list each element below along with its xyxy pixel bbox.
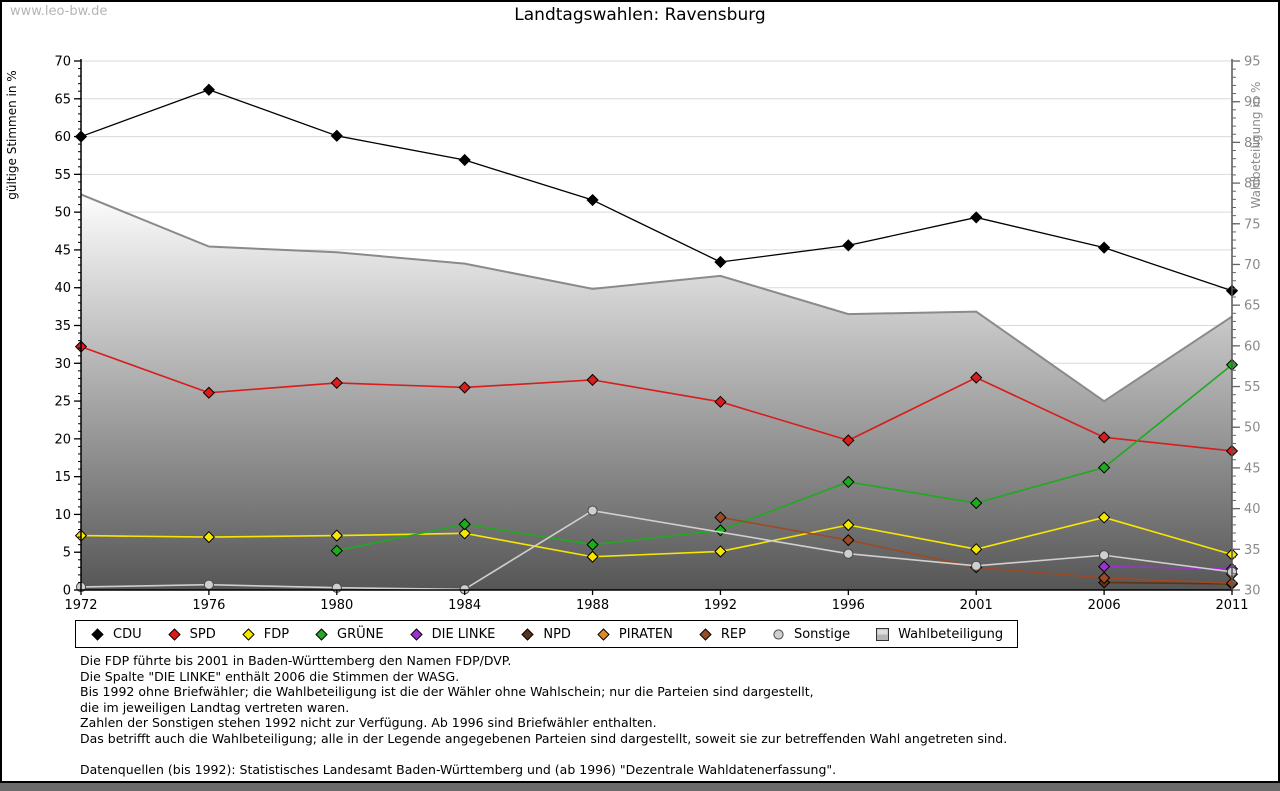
svg-text:10: 10 (54, 508, 71, 523)
svg-text:30: 30 (54, 357, 71, 372)
footnotes: Die FDP führte bis 2001 in Baden-Württem… (80, 653, 1007, 778)
right-axis-title: Wahlbeteiligung in % (1249, 82, 1263, 209)
svg-text:70: 70 (54, 55, 71, 70)
svg-text:0: 0 (63, 584, 71, 599)
svg-text:60: 60 (54, 130, 71, 145)
svg-text:2011: 2011 (1215, 598, 1248, 613)
footnote-line: Bis 1992 ohne Briefwähler; die Wahlbetei… (80, 684, 814, 700)
svg-text:45: 45 (54, 243, 71, 258)
legend-item-grüne: GRÜNE (314, 627, 384, 642)
svg-text:45: 45 (1244, 461, 1261, 476)
legend-item-wahlbeteiligung: Wahlbeteiligung (875, 627, 1003, 642)
svg-text:1988: 1988 (576, 598, 609, 613)
svg-text:85: 85 (1244, 136, 1261, 151)
legend-label: Wahlbeteiligung (898, 626, 1004, 642)
legend-item-npd: NPD (520, 627, 571, 642)
svg-text:1972: 1972 (64, 598, 97, 613)
legend-item-die-linke: DIE LINKE (409, 626, 496, 642)
svg-text:55: 55 (1244, 380, 1261, 395)
svg-text:35: 35 (1244, 543, 1261, 558)
footnote-line: Die Spalte "DIE LINKE" enthält 2006 die … (80, 668, 460, 684)
legend-label: DIE LINKE (431, 626, 496, 642)
legend-marker-icon (167, 627, 181, 641)
svg-text:1996: 1996 (832, 598, 865, 613)
footnote-line: Zahlen der Sonstigen stehen 1992 nicht z… (80, 715, 657, 731)
legend-marker-icon (773, 628, 784, 640)
election-line-chart: 0 5 10 15 20 25 30 35 40 45 50 55 60 65 70 30 35 40 45 50 55… (5, 55, 1263, 614)
legend-item-fdp: FDP (241, 627, 289, 642)
legend-marker-icon (91, 627, 104, 641)
svg-text:15: 15 (54, 470, 71, 485)
legend-label: SPD (189, 626, 216, 642)
legend-item-cdu: CDU (90, 627, 142, 642)
legend-label: GRÜNE (337, 626, 384, 642)
svg-text:30: 30 (1244, 584, 1261, 599)
svg-text:65: 65 (1244, 299, 1261, 314)
legend-marker-icon (876, 627, 890, 641)
legend-label: NPD (543, 626, 571, 642)
svg-text:55: 55 (54, 168, 71, 183)
footnote-line (80, 747, 1007, 763)
svg-text:25: 25 (54, 395, 71, 410)
legend-label: FDP (263, 626, 290, 642)
svg-text:60: 60 (1244, 339, 1261, 354)
legend-marker-icon (521, 627, 535, 641)
footnote-line: Die FDP führte bis 2001 in Baden-Württem… (80, 653, 512, 668)
legend-marker-icon (409, 627, 423, 641)
svg-text:2006: 2006 (1088, 598, 1121, 613)
footnote-line: Das betrifft auch die Wahlbeteiligung; a… (80, 730, 1008, 746)
svg-text:1980: 1980 (320, 598, 353, 613)
svg-text:50: 50 (54, 206, 71, 221)
legend-item-spd: SPD (167, 627, 216, 642)
svg-text:40: 40 (1244, 502, 1261, 517)
watermark: www.leo-bw.de (10, 4, 108, 19)
legend-marker-icon (315, 627, 328, 641)
svg-text:20: 20 (54, 432, 71, 447)
legend-label: Sonstige (793, 626, 851, 642)
bottom-bar (0, 783, 1280, 791)
svg-text:70: 70 (1244, 258, 1261, 273)
svg-text:50: 50 (1244, 421, 1261, 436)
footnote-line: Datenquellen (bis 1992): Statistisches L… (80, 762, 837, 778)
legend: CDU SPD FDP GRÜNE DIE LINKE NPD PIRATEN REP Sons… (75, 620, 1019, 648)
legend-item-sonstige: Sonstige (771, 627, 850, 642)
svg-text:75: 75 (1244, 217, 1261, 232)
svg-text:5: 5 (63, 546, 71, 561)
legend-label: CDU (113, 626, 142, 642)
legend-marker-icon (597, 627, 610, 641)
footnote-line: die im jeweiligen Landtag vertreten ware… (80, 699, 350, 715)
svg-text:1984: 1984 (448, 598, 481, 613)
svg-text:80: 80 (1244, 177, 1261, 192)
page-title: Landtagswahlen: Ravensburg (514, 5, 766, 25)
svg-text:95: 95 (1244, 55, 1261, 70)
svg-text:1992: 1992 (704, 598, 737, 613)
legend-marker-icon (699, 627, 712, 641)
legend-item-rep: REP (698, 627, 746, 642)
svg-text:65: 65 (54, 92, 71, 107)
svg-text:35: 35 (54, 319, 71, 334)
legend-marker-icon (242, 627, 255, 641)
legend-item-piraten: PIRATEN (596, 627, 673, 642)
svg-text:90: 90 (1244, 95, 1261, 110)
left-axis-title: gültige Stimmen in % (5, 70, 19, 199)
svg-text:2001: 2001 (960, 598, 993, 613)
legend-label: REP (720, 626, 746, 642)
legend-label: PIRATEN (618, 626, 673, 642)
svg-text:40: 40 (54, 281, 71, 296)
svg-text:1976: 1976 (192, 598, 225, 613)
